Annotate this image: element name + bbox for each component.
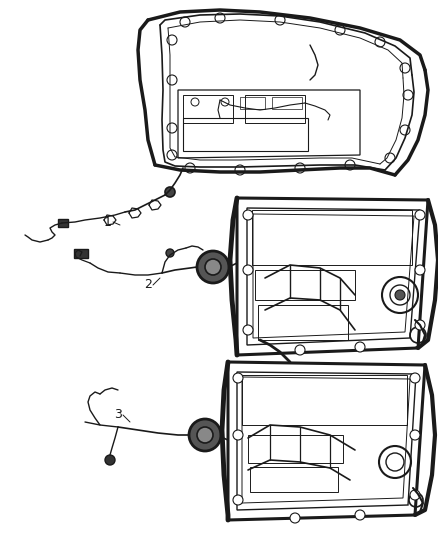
Circle shape <box>197 427 213 443</box>
Circle shape <box>345 160 355 170</box>
Circle shape <box>295 345 305 355</box>
Bar <box>242 375 407 425</box>
Circle shape <box>233 373 243 383</box>
Circle shape <box>189 419 221 451</box>
Text: 3: 3 <box>114 408 122 422</box>
Circle shape <box>410 373 420 383</box>
Circle shape <box>415 320 425 330</box>
Text: 1: 1 <box>104 215 112 229</box>
Bar <box>248 435 343 463</box>
Circle shape <box>205 259 221 275</box>
Circle shape <box>355 342 365 352</box>
Circle shape <box>395 290 405 300</box>
Circle shape <box>243 265 253 275</box>
Bar <box>258 305 348 340</box>
Circle shape <box>415 265 425 275</box>
Bar <box>58 219 68 227</box>
Circle shape <box>243 325 253 335</box>
Circle shape <box>295 163 305 173</box>
Bar <box>272 97 302 109</box>
Circle shape <box>166 249 174 257</box>
Bar <box>240 97 265 109</box>
Circle shape <box>410 490 420 500</box>
Circle shape <box>355 510 365 520</box>
Circle shape <box>167 123 177 133</box>
Circle shape <box>197 251 229 283</box>
Bar <box>255 270 355 300</box>
Circle shape <box>275 15 285 25</box>
Circle shape <box>400 63 410 73</box>
Circle shape <box>400 125 410 135</box>
Circle shape <box>403 90 413 100</box>
Bar <box>74 249 88 258</box>
Bar <box>183 95 233 123</box>
Circle shape <box>235 165 245 175</box>
Circle shape <box>180 17 190 27</box>
Circle shape <box>415 210 425 220</box>
Text: 2: 2 <box>144 279 152 292</box>
Circle shape <box>167 150 177 160</box>
Circle shape <box>215 13 225 23</box>
Circle shape <box>233 430 243 440</box>
Circle shape <box>243 210 253 220</box>
Circle shape <box>233 495 243 505</box>
Bar <box>252 210 412 265</box>
Circle shape <box>335 25 345 35</box>
Circle shape <box>385 153 395 163</box>
Circle shape <box>185 163 195 173</box>
Circle shape <box>290 513 300 523</box>
Circle shape <box>410 430 420 440</box>
Circle shape <box>165 187 175 197</box>
Bar <box>183 118 308 151</box>
Circle shape <box>105 455 115 465</box>
Bar <box>245 95 305 123</box>
Circle shape <box>375 37 385 47</box>
Bar <box>250 467 338 492</box>
Circle shape <box>167 75 177 85</box>
Circle shape <box>167 35 177 45</box>
